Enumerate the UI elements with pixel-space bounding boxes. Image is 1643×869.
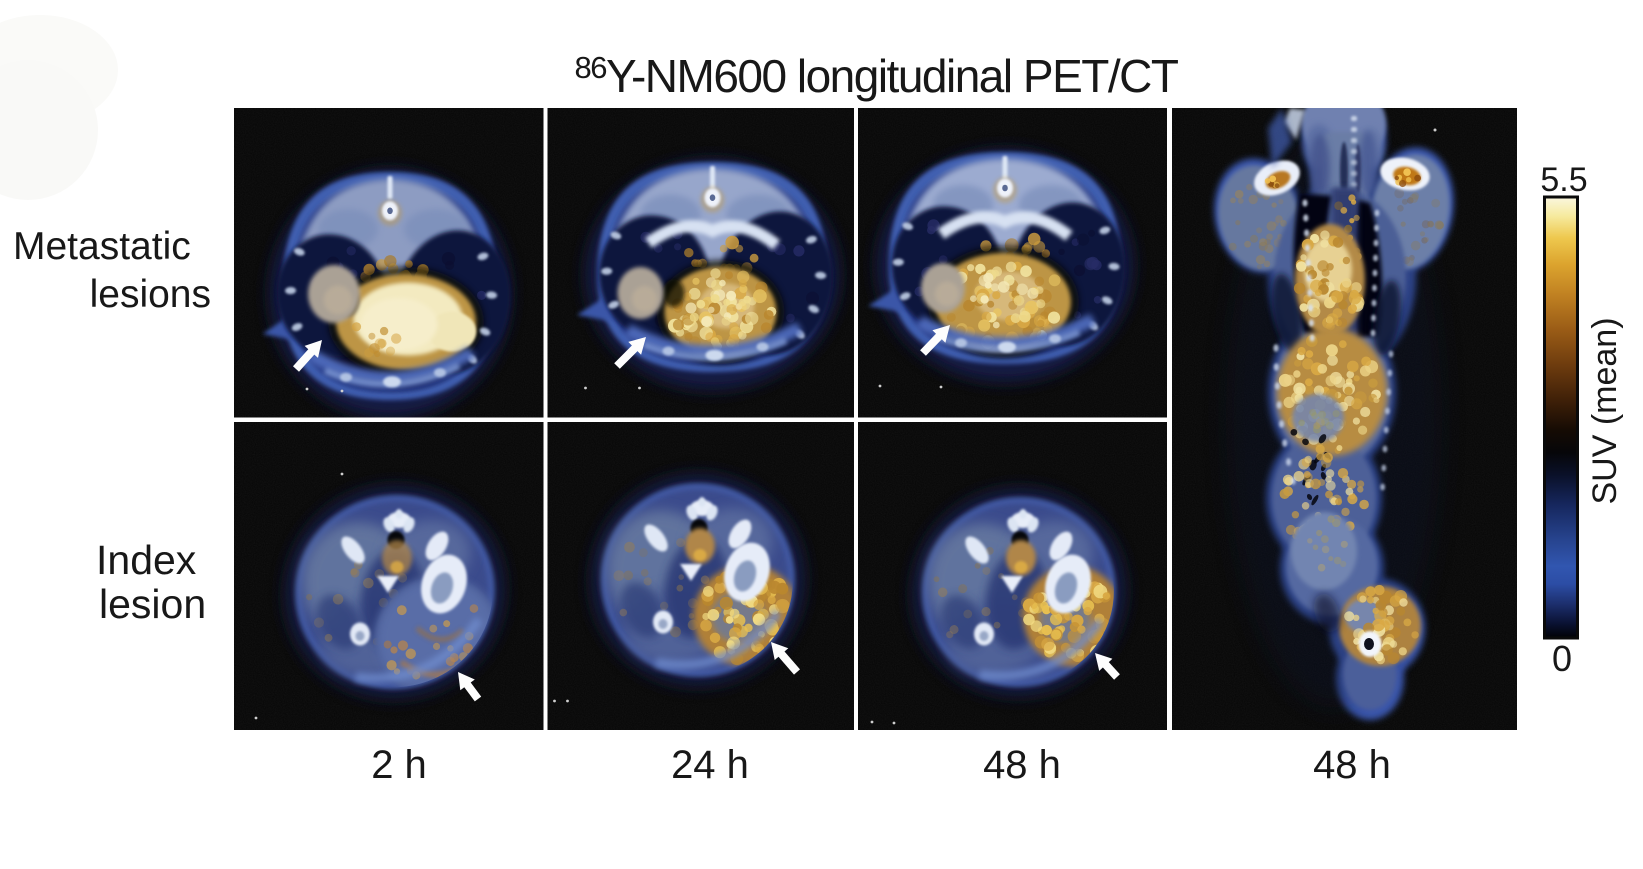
svg-text:SUV (mean): SUV (mean)	[1586, 317, 1624, 504]
svg-text:Index: Index	[96, 537, 197, 583]
svg-text:0: 0	[1552, 638, 1572, 679]
svg-text:Metastatic: Metastatic	[13, 225, 191, 268]
svg-text:48 h: 48 h	[983, 743, 1061, 787]
svg-text:5.5: 5.5	[1540, 161, 1587, 199]
svg-text:24 h: 24 h	[671, 743, 749, 787]
svg-text:lesions: lesions	[90, 273, 211, 316]
svg-text:48 h: 48 h	[1313, 743, 1391, 787]
svg-text:86Y-NM600 longitudinal PET/CT: 86Y-NM600 longitudinal PET/CT	[575, 50, 1179, 102]
svg-text:lesion: lesion	[99, 581, 206, 627]
svg-text:2 h: 2 h	[371, 743, 427, 787]
